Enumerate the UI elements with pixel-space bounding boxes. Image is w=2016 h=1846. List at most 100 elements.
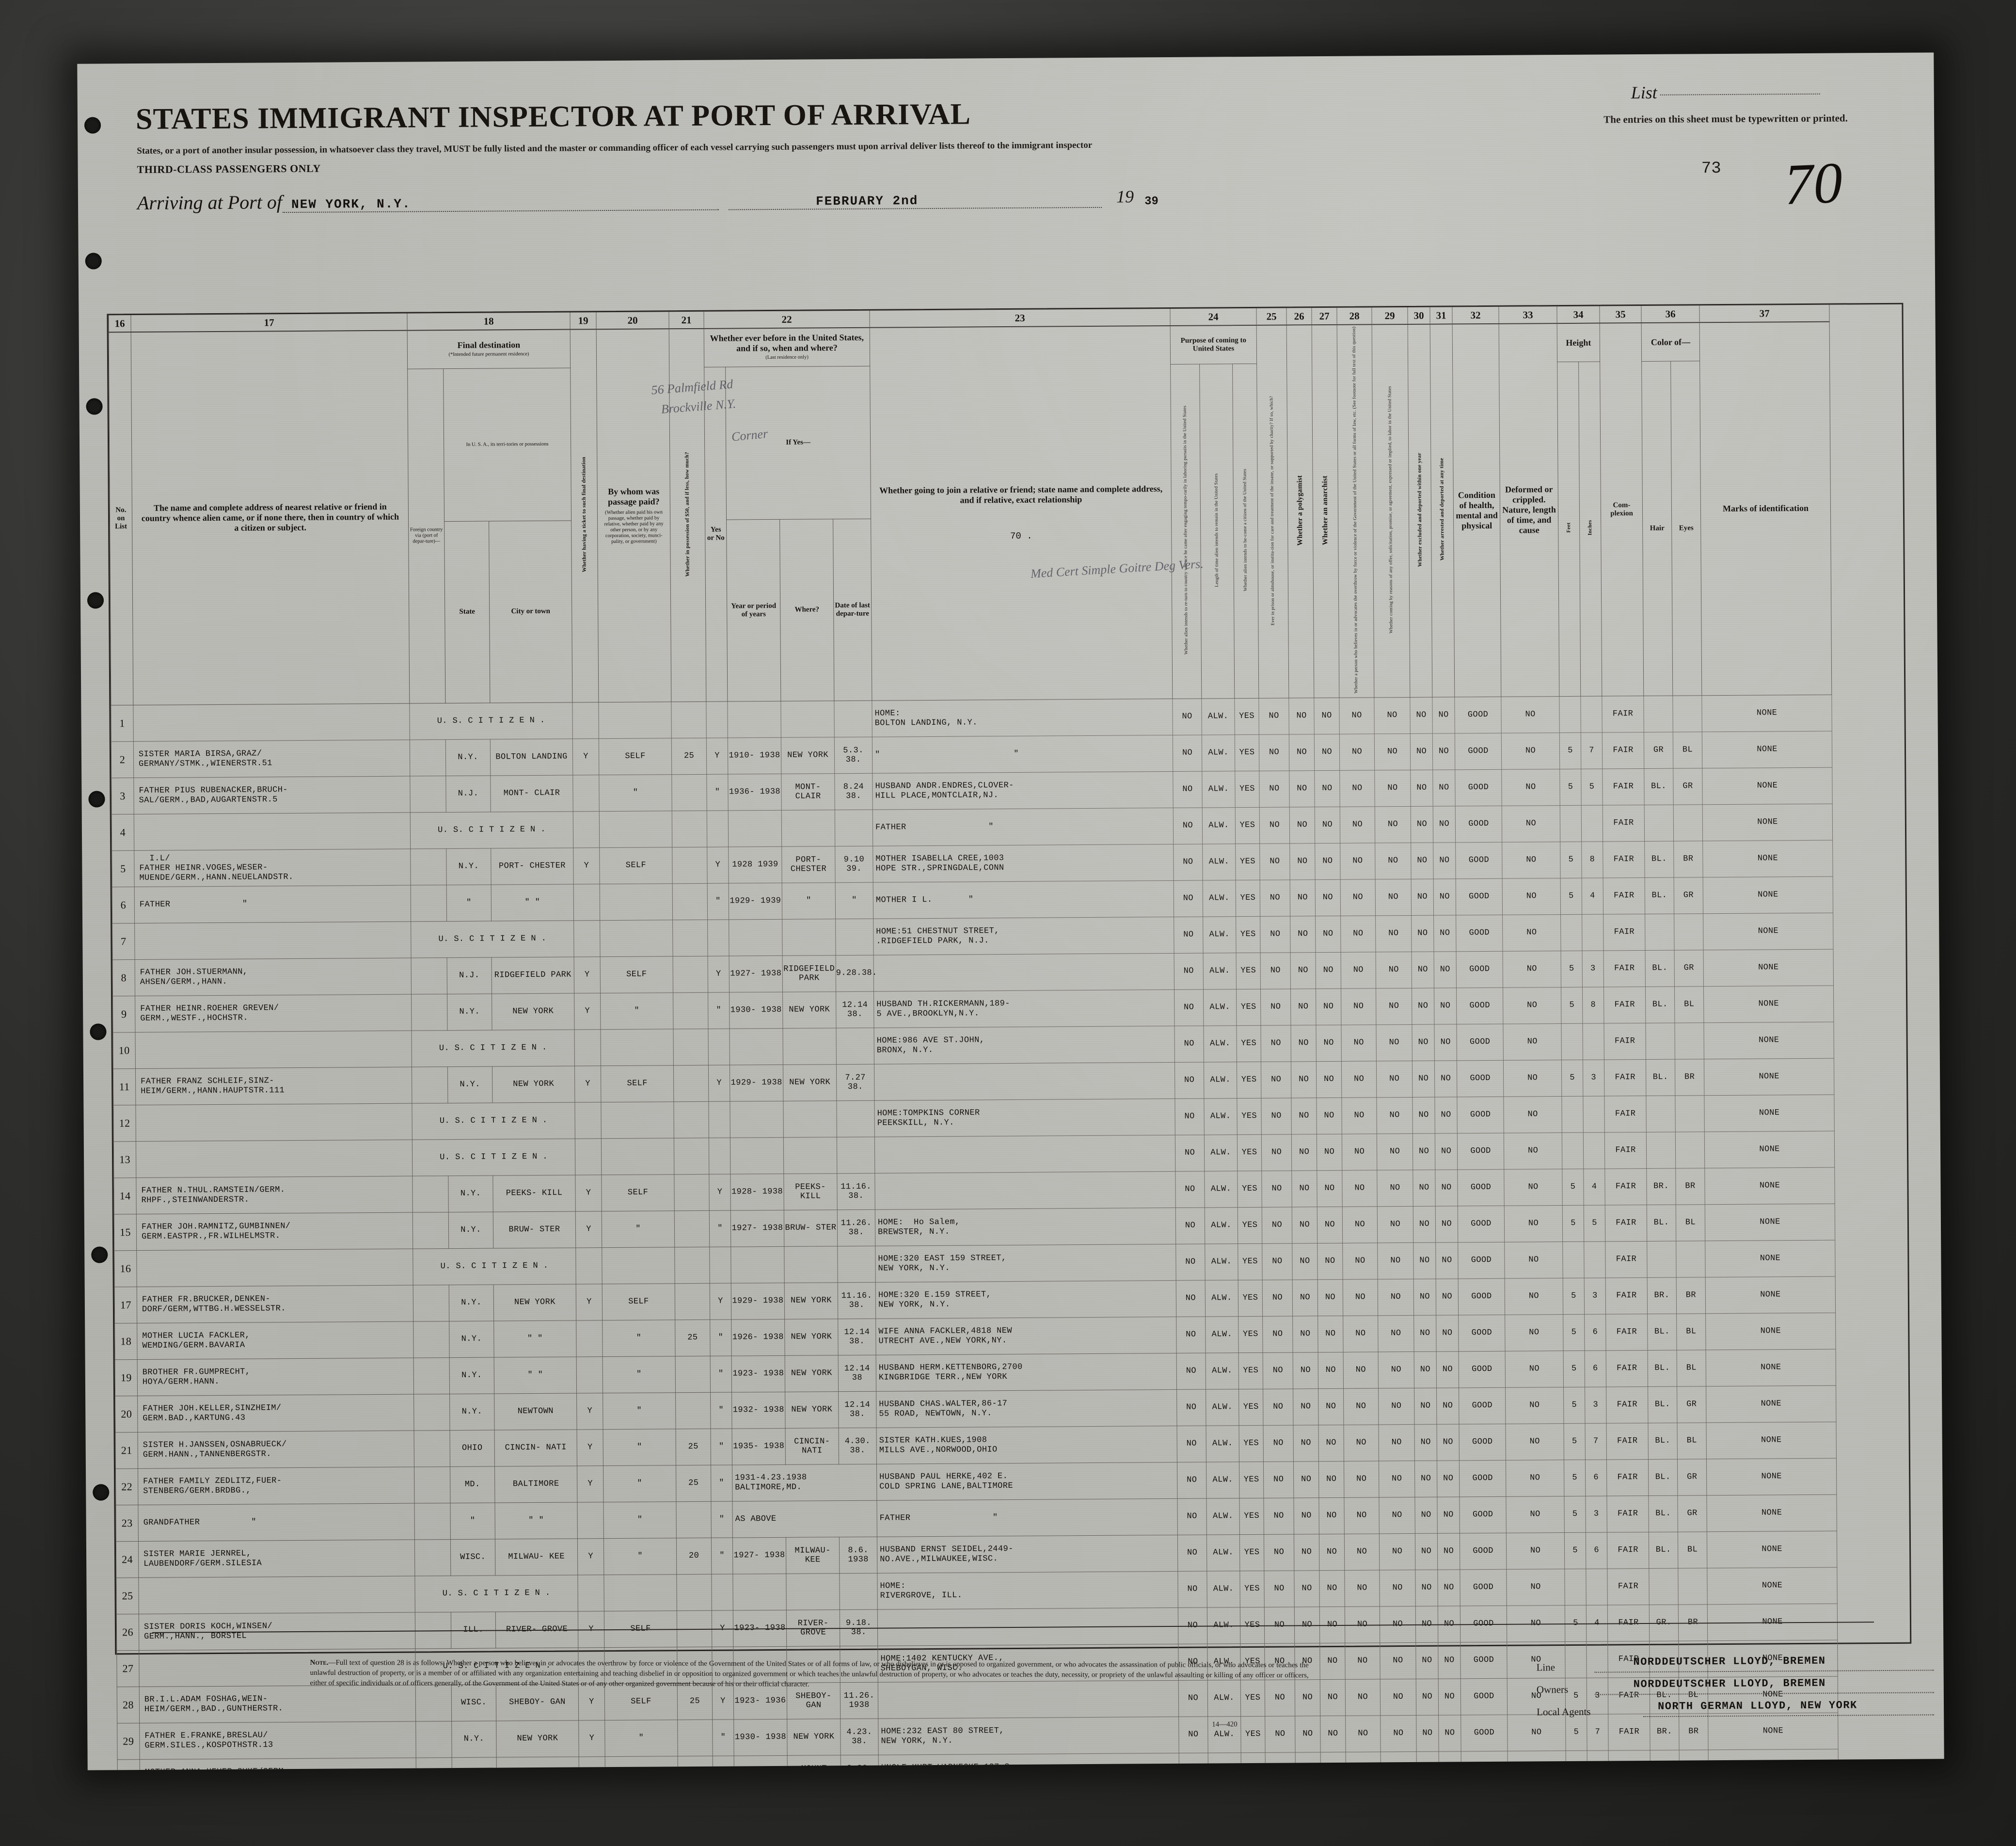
cell-q28: NO bbox=[1341, 1061, 1377, 1098]
header-color-of: Color of— bbox=[1641, 322, 1700, 362]
cell-q24a: NO bbox=[1178, 1716, 1208, 1753]
cell-q30: NO bbox=[1415, 1642, 1439, 1679]
cell-nearest-relative bbox=[135, 1103, 413, 1142]
cell-join-relative bbox=[877, 1607, 1178, 1646]
row-number: 21 bbox=[115, 1432, 138, 1469]
cell-complexion: FAIR bbox=[1605, 1314, 1648, 1351]
cell-join-relative: HOME:51 CHESTNUT STREET, .RIDGEFIELD PAR… bbox=[873, 917, 1175, 955]
cell-q27: NO bbox=[1318, 1388, 1344, 1425]
cell-q32: GOOD bbox=[1457, 1097, 1504, 1133]
cell-q31: NO bbox=[1438, 1606, 1460, 1642]
cell-hair-color: BL. bbox=[1647, 1204, 1676, 1241]
cell-date-last-departure bbox=[835, 918, 874, 955]
row-number: 6 bbox=[112, 887, 135, 923]
cell-foreign-country bbox=[414, 1539, 451, 1576]
cell-marks: NONE bbox=[1707, 1530, 1837, 1568]
cell-q25: NO bbox=[1261, 1061, 1291, 1098]
cell-hair-color bbox=[1645, 913, 1675, 951]
cell-ticket: Y bbox=[577, 1429, 603, 1466]
cell-by-whom-paid: " bbox=[602, 1320, 676, 1357]
cell-q26: NO bbox=[1290, 879, 1316, 916]
cell-join-relative: HOME:320 EAST 159 STREET, NEW YORK, N.Y. bbox=[875, 1244, 1176, 1282]
cell-height-feet: 5 bbox=[1560, 878, 1582, 915]
cell-q24b: ALW. bbox=[1204, 1171, 1238, 1208]
cell-final-destination-citizen: U. S. C I T I Z E N . bbox=[410, 811, 573, 849]
cell-q26: NO bbox=[1293, 1497, 1319, 1534]
agents-value: NORTH GERMAN LLOYD, NEW YORK bbox=[1657, 1699, 1857, 1713]
cell-q33: NO bbox=[1504, 1169, 1563, 1206]
cell-where: NEW YORK bbox=[784, 1282, 838, 1320]
cell-q27: NO bbox=[1315, 843, 1341, 880]
cell-height-inches: 3 bbox=[1584, 1277, 1606, 1315]
manifest-table-wrap: 16 17 18 19 20 21 22 23 24 25 26 27 28 2… bbox=[107, 302, 1912, 1770]
cell-date-last-departure: 11.16. 38. bbox=[838, 1282, 876, 1319]
cell-by-whom-paid: " bbox=[603, 1429, 676, 1466]
header-by-whom-paid: By whom was passage paid? (Whether alien… bbox=[596, 329, 671, 702]
cell-q28: NO bbox=[1343, 1388, 1379, 1425]
cell-q33: NO bbox=[1501, 769, 1560, 806]
cell-state: N.Y. bbox=[451, 1720, 497, 1758]
cell-q26: NO bbox=[1295, 1716, 1321, 1752]
cell-date-last-departure: 12.14 38. bbox=[836, 991, 874, 1028]
cell-height-inches bbox=[1586, 1568, 1608, 1606]
cell-q33: NO bbox=[1502, 805, 1560, 843]
cell-q33: NO bbox=[1502, 878, 1561, 915]
cell-q24b: ALW. bbox=[1205, 1207, 1238, 1244]
cell-q24a: NO bbox=[1177, 1534, 1207, 1572]
cell-q31: NO bbox=[1437, 1460, 1460, 1497]
cell-final-destination-citizen: U. S. C I T I Z E N . bbox=[413, 1247, 576, 1285]
header-eyes: Eyes bbox=[1670, 361, 1702, 696]
line-value: NORDDEUTSCHER LLOYD, BREMEN bbox=[1633, 1655, 1826, 1669]
cell-q26: NO bbox=[1290, 916, 1316, 953]
cell-q29: NO bbox=[1378, 1315, 1414, 1352]
cell-eye-color: BR bbox=[1675, 1059, 1704, 1096]
header-subline: States, or a port of another insular pos… bbox=[137, 140, 1093, 156]
cell-where bbox=[783, 1100, 837, 1138]
cell-q30: NO bbox=[1411, 842, 1434, 879]
cell-height-inches: 4 bbox=[1582, 877, 1603, 915]
cell-q27: NO bbox=[1317, 1243, 1343, 1280]
cell-date-last-departure bbox=[835, 809, 873, 846]
cell-q30: NO bbox=[1413, 1315, 1437, 1352]
cell-q24c: YES bbox=[1238, 1316, 1263, 1353]
cell-q24c: YES bbox=[1237, 1171, 1262, 1208]
owners-value: NORDDEUTSCHER LLOYD, BREMEN bbox=[1633, 1677, 1826, 1691]
cell-q29: NO bbox=[1375, 915, 1412, 952]
cell-possession-50 bbox=[674, 1138, 709, 1175]
cell-q31: NO bbox=[1437, 1424, 1460, 1461]
page-title: STATES IMMIGRANT INSPECTOR AT PORT OF AR… bbox=[135, 97, 971, 136]
header-q24b: Length of time alien intends to remain i… bbox=[1199, 364, 1235, 699]
colnum-18: 18 bbox=[407, 312, 571, 331]
cell-state: OHIO bbox=[450, 1430, 495, 1467]
cell-ticket: Y bbox=[578, 1684, 605, 1720]
cell-hair-color: BR. bbox=[1646, 1168, 1676, 1205]
cell-q30: NO bbox=[1410, 697, 1433, 734]
cell-q25: NO bbox=[1265, 1716, 1296, 1753]
cell-q24a: NO bbox=[1177, 1571, 1207, 1608]
cell-nearest-relative: MOTHER ANNA HEUER,SYKE/GERM. HANN., HAUP… bbox=[140, 1757, 416, 1770]
cell-year-period bbox=[727, 701, 781, 738]
cell-possession-50 bbox=[671, 774, 707, 811]
cell-state: N.J. bbox=[447, 957, 492, 994]
row-number: 4 bbox=[111, 814, 134, 851]
cell-where: NEW YORK bbox=[784, 1319, 839, 1356]
arrival-date-value: FEBRUARY 2nd bbox=[815, 193, 919, 209]
cell-q33: NO bbox=[1506, 1569, 1565, 1606]
header-where: Where? bbox=[779, 519, 834, 701]
cell-yes-or-no: Y bbox=[708, 955, 730, 993]
cell-height-feet: 5 bbox=[1560, 842, 1582, 878]
cell-year-period: 1930- 1938 bbox=[733, 1719, 788, 1756]
cell-possession-50 bbox=[677, 1719, 713, 1756]
cell-marks: NONE bbox=[1703, 912, 1834, 950]
cell-eye-color: BR bbox=[1678, 1604, 1708, 1641]
cell-eye-color: BR bbox=[1673, 841, 1703, 877]
cell-year-period: 1936- 1938 bbox=[728, 774, 782, 811]
cell-eye-color bbox=[1676, 1241, 1706, 1277]
cell-join-relative: HOME: Ho Salem, BREWSTER, N.Y. bbox=[875, 1208, 1176, 1246]
cell-join-relative: HUSBAND TH.RICKERMANN,189- 5 AVE.,BROOKL… bbox=[873, 989, 1175, 1028]
cell-join-relative: FATHER " bbox=[873, 808, 1174, 846]
final-destination-label: Final destination bbox=[457, 339, 521, 350]
cell-q26: NO bbox=[1289, 843, 1316, 880]
cell-foreign-country bbox=[415, 1612, 451, 1649]
cell-complexion: FAIR bbox=[1604, 1132, 1647, 1169]
